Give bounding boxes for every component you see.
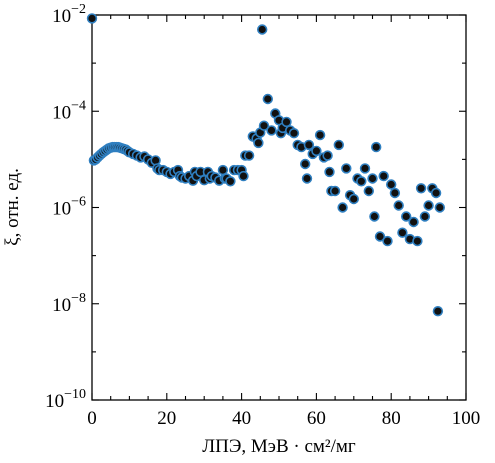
data-point bbox=[341, 163, 352, 174]
y-tick-label: 10−8 bbox=[52, 291, 86, 316]
data-point bbox=[382, 235, 393, 247]
data-point bbox=[408, 216, 419, 228]
data-point bbox=[301, 173, 313, 184]
y-tick-label: 10−10 bbox=[45, 387, 86, 412]
data-point bbox=[225, 176, 236, 187]
data-point bbox=[243, 150, 255, 161]
data-points bbox=[86, 13, 445, 317]
data-point bbox=[86, 13, 98, 24]
data-point bbox=[419, 211, 431, 222]
y-tick-label: 10−4 bbox=[52, 98, 86, 123]
data-point bbox=[374, 231, 386, 242]
plot-frame bbox=[91, 14, 467, 401]
data-point bbox=[337, 202, 348, 213]
data-point bbox=[401, 211, 412, 222]
data-point bbox=[363, 185, 374, 197]
data-point bbox=[423, 200, 434, 211]
data-point bbox=[378, 170, 389, 182]
data-point bbox=[367, 173, 378, 184]
data-point bbox=[389, 187, 401, 199]
data-point bbox=[257, 24, 268, 35]
data-point bbox=[359, 163, 371, 174]
data-point bbox=[314, 129, 326, 141]
data-point bbox=[393, 200, 404, 211]
data-point bbox=[288, 128, 300, 139]
data-point bbox=[217, 164, 229, 176]
data-point bbox=[415, 183, 427, 194]
data-point bbox=[356, 176, 367, 187]
data-point bbox=[300, 158, 311, 170]
x-tick-label: 0 bbox=[87, 408, 97, 429]
x-tick-label: 60 bbox=[307, 408, 326, 429]
y-tick-label: 10−6 bbox=[52, 195, 86, 220]
x-axis-label: ЛПЭ, МэВ · см²/мг bbox=[202, 436, 356, 457]
y-tick-label: 10−2 bbox=[52, 2, 86, 27]
data-point bbox=[303, 139, 315, 151]
data-point bbox=[430, 187, 442, 199]
y-axis: 10−10 10−8 10−6 10−4 10−2 bbox=[45, 2, 466, 412]
data-point bbox=[253, 137, 264, 149]
data-point bbox=[397, 227, 408, 238]
data-point bbox=[281, 116, 292, 128]
data-point bbox=[369, 211, 380, 222]
data-point bbox=[329, 185, 341, 197]
data-point bbox=[324, 166, 335, 178]
x-tick-label: 100 bbox=[452, 408, 481, 429]
data-point bbox=[262, 93, 273, 105]
data-point bbox=[348, 193, 359, 205]
data-point bbox=[266, 125, 277, 136]
data-point bbox=[322, 150, 333, 161]
y-axis-label: ξ, отн. ед. bbox=[2, 168, 23, 246]
data-point bbox=[386, 179, 397, 190]
x-tick-label: 80 bbox=[382, 408, 401, 429]
data-point bbox=[412, 235, 423, 247]
data-point bbox=[371, 141, 382, 153]
x-axis: 0 20 40 60 80 100 bbox=[87, 15, 480, 429]
data-point bbox=[333, 139, 344, 151]
data-point bbox=[258, 120, 270, 131]
data-point bbox=[434, 202, 445, 213]
x-tick-label: 40 bbox=[232, 408, 251, 429]
x-tick-label: 20 bbox=[157, 408, 176, 429]
data-point bbox=[238, 170, 249, 182]
data-point bbox=[432, 306, 444, 317]
data-point bbox=[311, 145, 322, 157]
